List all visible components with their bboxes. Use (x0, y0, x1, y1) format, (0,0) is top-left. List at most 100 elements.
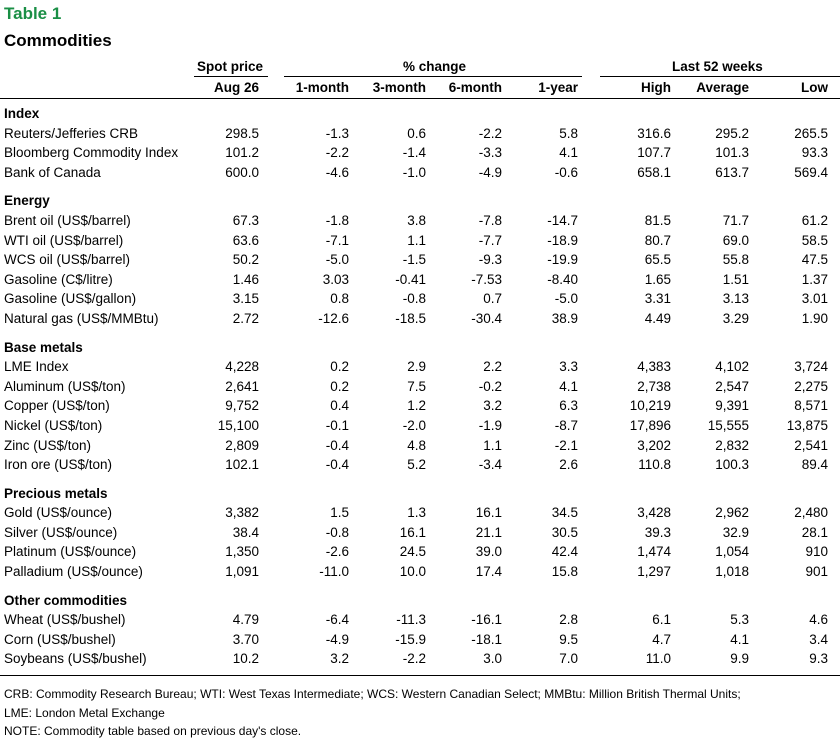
table-cell: 3.15 (232, 291, 259, 307)
table-cell: 58.5 (801, 232, 828, 248)
table-cell: 4.1 (559, 145, 578, 161)
table-cell: 1,018 (715, 564, 749, 580)
commodity-name: Bloomberg Commodity Index (4, 145, 179, 161)
section-title: Other commodities (4, 592, 128, 608)
table-cell: 13,875 (786, 417, 828, 433)
table-cell: 3,724 (794, 359, 828, 375)
table-cell: 63.6 (232, 232, 259, 248)
table-cell: 3.0 (483, 651, 502, 667)
table-cell: 1,297 (637, 564, 671, 580)
table-cell: 3.31 (644, 291, 671, 307)
table-cell: -11.3 (396, 612, 426, 628)
table-cell: 2,547 (715, 378, 749, 394)
commodity-name: Zinc (US$/ton) (4, 437, 92, 453)
table-row: Gasoline (C$/litre) 1.46 3.03 -0.41 -7.53 -8.… (0, 270, 840, 290)
table-cell: 569.4 (794, 164, 828, 180)
table-cell: 658.1 (637, 164, 671, 180)
table-cell: -14.7 (547, 212, 578, 228)
commodity-name: Silver (US$/ounce) (4, 524, 118, 540)
table-cell: 15.8 (551, 564, 578, 580)
table-cell: 11.0 (645, 651, 671, 667)
table-cell: 47.5 (801, 252, 828, 268)
table-cell: 3.8 (407, 212, 426, 228)
table-cell: -1.8 (325, 212, 349, 228)
table-cell: -1.9 (478, 417, 502, 433)
commodity-name: Reuters/Jefferies CRB (4, 125, 139, 141)
table-cell: 9.5 (559, 631, 578, 647)
table-row: Soybeans (US$/bushel) 10.2 3.2 -2.2 3.0 7.0 11… (0, 649, 840, 669)
table-cell: -7.8 (478, 212, 502, 228)
table-cell: 1.90 (801, 310, 828, 326)
section-heading: Energy (0, 191, 840, 211)
table-cell: 21.1 (475, 524, 502, 540)
table-row: LME Index 4,228 0.2 2.9 2.2 3.3 4,383 4,102 3,72… (0, 357, 840, 377)
table-cell: -2.0 (402, 417, 426, 433)
table-notes: CRB: Commodity Research Bureau; WTI: Wes… (4, 685, 838, 741)
table-cell: 910 (805, 544, 828, 560)
table-cell: -2.6 (325, 544, 349, 560)
commodity-name: Bank of Canada (4, 164, 101, 180)
table-cell: 3.03 (322, 271, 349, 287)
table-cell: -5.0 (554, 291, 578, 307)
commodity-name: Gasoline (C$/litre) (4, 271, 113, 287)
table-cell: 5.2 (407, 457, 426, 473)
commodity-name: WCS oil (US$/barrel) (4, 252, 131, 268)
commodity-name: Corn (US$/bushel) (4, 631, 116, 647)
table-cell: 2,641 (225, 378, 259, 394)
table-cell: -0.1 (325, 417, 349, 433)
section-spacer (0, 475, 840, 484)
table-cell: 89.4 (801, 457, 828, 473)
table-cell: 4,102 (715, 359, 749, 375)
table-cell: 32.9 (722, 524, 749, 540)
commodity-table-body: Index Reuters/Jefferies CRB 298.5 -1.3 0.6 -2… (0, 104, 840, 669)
table-cell: 2.2 (483, 359, 502, 375)
section-heading: Index (0, 104, 840, 124)
table-cell: 2,480 (794, 505, 828, 521)
table-row: Natural gas (US$/MMBtu) 2.72 -12.6 -18.5 -30… (0, 309, 840, 329)
table-cell: 38.4 (232, 524, 259, 540)
table-cell: -7.7 (478, 232, 502, 248)
table-cell: 9.3 (809, 651, 828, 667)
section-title: Index (4, 106, 40, 121)
table-cell: -7.53 (471, 271, 502, 287)
table-row: WTI oil (US$/barrel) 63.6 -7.1 1.1 -7.7 -18.9… (0, 231, 840, 251)
table-cell: 6.1 (652, 612, 671, 628)
col-header-high: High (641, 80, 671, 95)
table-cell: 1,054 (715, 544, 749, 560)
table-cell: -2.2 (402, 651, 426, 667)
commodity-name: Copper (US$/ton) (4, 398, 110, 414)
table-cell: -0.2 (478, 378, 502, 394)
commodity-name: Nickel (US$/ton) (4, 417, 103, 433)
table-cell: 50.2 (232, 252, 259, 268)
table-cell: 9,752 (225, 398, 259, 414)
table-cell: -1.4 (402, 145, 426, 161)
commodity-name: Aluminum (US$/ton) (4, 378, 126, 394)
table-row: Corn (US$/bushel) 3.70 -4.9 -15.9 -18.1 9.5 4.… (0, 630, 840, 650)
table-row: Wheat (US$/bushel) 4.79 -6.4 -11.3 -16.1 2.8 6… (0, 610, 840, 630)
table-cell: 10.2 (232, 651, 259, 667)
table-cell: -3.4 (478, 457, 502, 473)
table-label: Table 1 (4, 4, 62, 23)
table-row: Aluminum (US$/ton) 2,641 0.2 7.5 -0.2 4.1 2,73… (0, 377, 840, 397)
table-cell: 2.6 (559, 457, 578, 473)
table-cell: 3,428 (637, 505, 671, 521)
col-header-1m: 1-month (295, 80, 349, 95)
commodity-name: Brent oil (US$/barrel) (4, 212, 131, 228)
table-cell: 4.8 (407, 437, 426, 453)
table-cell: -18.5 (395, 310, 426, 326)
table-row: Bank of Canada 600.0 -4.6 -1.0 -4.9 -0.6 658.1… (0, 163, 840, 183)
table-cell: 2,962 (715, 505, 749, 521)
section-spacer (0, 329, 840, 338)
table-cell: 3,382 (225, 505, 259, 521)
table-cell: -0.4 (325, 437, 349, 453)
table-row: Gasoline (US$/gallon) 3.15 0.8 -0.8 0.7 -5.0 3… (0, 289, 840, 309)
table-cell: -12.6 (318, 310, 349, 326)
col-header-6m: 6-month (448, 80, 502, 95)
table-cell: -5.0 (325, 252, 349, 268)
table-cell: -18.9 (547, 232, 578, 248)
table-cell: 1.3 (407, 505, 426, 521)
table-cell: -1.3 (325, 125, 349, 141)
table-cell: 3.2 (330, 651, 349, 667)
table-cell: 3.4 (809, 631, 828, 647)
section-spacer (0, 182, 840, 191)
